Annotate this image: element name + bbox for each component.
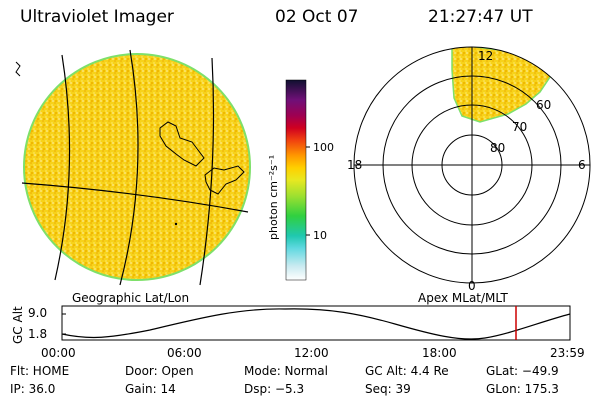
meridian-line	[199, 57, 215, 286]
altitude-curve	[61, 308, 571, 340]
meridian-line	[54, 54, 71, 281]
mlat-label-80: 80	[490, 141, 505, 155]
geographic-caption: Geographic Lat/Lon	[72, 291, 190, 305]
timeline-y-tick-low: 1.8	[28, 327, 47, 341]
timeline-y-label: GC Alt	[11, 306, 25, 344]
timeline-x-tick: 06:00	[167, 346, 202, 360]
altitude-timeline: GC Alt 9.0 1.8	[11, 305, 571, 344]
timeline-y-tick-high: 9.0	[28, 306, 47, 320]
colorbar: 100 10 photon cm⁻²s⁻¹	[267, 79, 334, 281]
timeline-frame	[61, 305, 571, 341]
geographic-image	[15, 49, 251, 286]
status-glat: GLat: −49.9	[486, 364, 559, 378]
latitude-line	[21, 182, 249, 213]
status-mode: Mode: Normal	[244, 364, 328, 378]
header-time: 21:27:47 UT	[428, 7, 533, 27]
status-gain: Gain: 14	[125, 382, 176, 396]
timeline-x-tick: 23:59	[550, 346, 585, 360]
mlt-label-18: 18	[347, 158, 362, 172]
timeline-x-tick: 12:00	[294, 346, 329, 360]
mlat-label-70: 70	[512, 120, 527, 134]
header-date: 02 Oct 07	[275, 7, 359, 27]
mlt-label-6: 6	[578, 158, 586, 172]
status-glon: GLon: 175.3	[486, 382, 559, 396]
coastline	[15, 61, 21, 77]
meridian-line	[119, 49, 139, 286]
coastline	[204, 165, 245, 195]
status-ip: IP: 36.0	[10, 382, 56, 396]
colorbar-gradient	[285, 79, 307, 281]
mlt-label-0: 0	[468, 279, 476, 293]
polar-caption: Apex MLat/MLT	[418, 291, 508, 305]
status-door: Door: Open	[125, 364, 194, 378]
mlat-label-60: 60	[536, 98, 551, 112]
status-seq: Seq: 39	[365, 382, 411, 396]
timeline-x-tick: 00:00	[41, 346, 76, 360]
coastline	[159, 121, 205, 167]
colorbar-tick-100: 100	[313, 141, 334, 154]
image-panels: 100 10 photon cm⁻²s⁻¹ 12 18 6 0 60 70 80	[15, 46, 591, 293]
polar-plot: 12 18 6 0 60 70 80	[347, 46, 591, 293]
app-title: Ultraviolet Imager	[20, 7, 174, 27]
timeline-x-tick: 18:00	[422, 346, 457, 360]
coastline-dot	[174, 222, 178, 226]
colorbar-label: photon cm⁻²s⁻¹	[267, 155, 280, 240]
status-gc-alt: GC Alt: 4.4 Re	[365, 364, 449, 378]
status-flt: Flt: HOME	[10, 364, 70, 378]
mlt-label-12: 12	[478, 49, 493, 63]
status-dsp: Dsp: −5.3	[244, 382, 305, 396]
colorbar-tick-10: 10	[313, 229, 327, 242]
